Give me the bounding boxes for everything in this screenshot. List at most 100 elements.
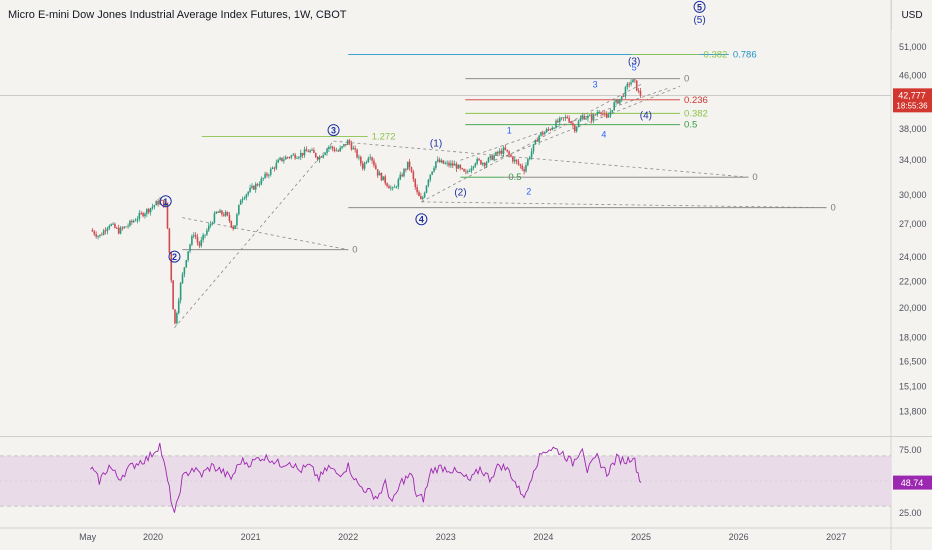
candle — [497, 150, 499, 157]
candle-body — [433, 167, 435, 172]
candle — [425, 185, 428, 194]
candle-body — [607, 115, 610, 118]
candle-body — [487, 157, 490, 163]
candle — [322, 154, 325, 159]
candle-body — [219, 210, 221, 213]
candle-body — [446, 162, 448, 164]
candle-body — [187, 251, 189, 261]
candle-body — [512, 156, 514, 162]
candle-body — [307, 151, 310, 153]
candle — [622, 93, 625, 98]
candle-body — [440, 160, 443, 163]
candle-body — [558, 117, 561, 123]
candle — [268, 173, 270, 179]
candle-body — [95, 234, 97, 237]
candle — [219, 208, 221, 213]
candle — [588, 114, 591, 117]
candle-body — [568, 118, 570, 122]
candle-body — [146, 209, 148, 214]
candle — [384, 174, 387, 186]
candle — [123, 226, 126, 229]
candle-body — [224, 211, 227, 216]
candle-body — [639, 90, 642, 96]
candle — [269, 167, 272, 177]
candle-body — [598, 112, 600, 114]
wave-label: 1 — [163, 197, 168, 207]
candle — [513, 157, 516, 164]
candle — [108, 224, 111, 231]
candle-body — [183, 267, 186, 275]
candle-body — [395, 186, 398, 188]
candle — [598, 109, 600, 114]
candle-body — [266, 173, 268, 176]
candle-body — [110, 224, 112, 226]
candle — [260, 176, 263, 186]
candle — [433, 166, 435, 173]
candle-body — [249, 187, 251, 192]
currency-button[interactable]: USD — [891, 0, 932, 30]
candle-body — [585, 118, 587, 120]
candle-body — [262, 178, 265, 179]
candle — [450, 160, 452, 168]
candle — [110, 223, 112, 227]
candle — [605, 111, 608, 119]
candle — [333, 146, 336, 153]
candle-body — [480, 160, 482, 165]
candle-body — [108, 225, 111, 229]
candle-body — [532, 144, 535, 152]
wave-circle — [327, 124, 340, 137]
candle — [478, 157, 480, 162]
candle — [258, 181, 261, 188]
candle-body — [435, 161, 437, 168]
candle — [410, 166, 413, 173]
candle — [634, 78, 636, 83]
candle-body — [275, 162, 278, 169]
candle-body — [562, 117, 565, 119]
candle — [624, 85, 627, 99]
candle — [619, 99, 621, 105]
last-price-badge-bg — [893, 88, 932, 113]
candle — [339, 145, 341, 152]
candle-body — [425, 185, 428, 193]
candle — [590, 112, 593, 124]
candle — [448, 160, 450, 168]
candle — [121, 226, 124, 231]
candle — [138, 209, 141, 222]
wave-circle — [159, 195, 172, 208]
candle — [487, 156, 490, 163]
candle-body — [513, 159, 516, 162]
candle — [318, 155, 321, 163]
candle-body — [335, 150, 338, 152]
candle — [102, 228, 105, 236]
candle — [508, 150, 510, 158]
candle — [459, 164, 462, 171]
candle-body — [605, 113, 608, 118]
candle — [457, 164, 460, 169]
candle-body — [590, 115, 593, 121]
candle — [343, 143, 345, 148]
candle-body — [478, 158, 480, 161]
candle — [213, 211, 216, 224]
candle-body — [298, 157, 300, 158]
candle — [435, 161, 437, 171]
candle — [346, 139, 349, 146]
candle-body — [628, 83, 631, 85]
candle-body — [491, 155, 493, 160]
candle — [474, 162, 477, 168]
candle-body — [99, 234, 101, 237]
candle-body — [547, 129, 550, 131]
candle — [532, 144, 535, 155]
candle — [635, 80, 638, 92]
candle-body — [543, 132, 546, 135]
candle-body — [538, 135, 540, 142]
trend-line — [460, 87, 671, 161]
candle-body — [294, 154, 296, 159]
candle — [284, 155, 287, 160]
candle — [99, 234, 101, 238]
candle — [510, 153, 512, 158]
candle-body — [615, 99, 617, 103]
candle-body — [375, 165, 377, 170]
candle-body — [600, 112, 602, 114]
candle-body — [161, 200, 163, 201]
